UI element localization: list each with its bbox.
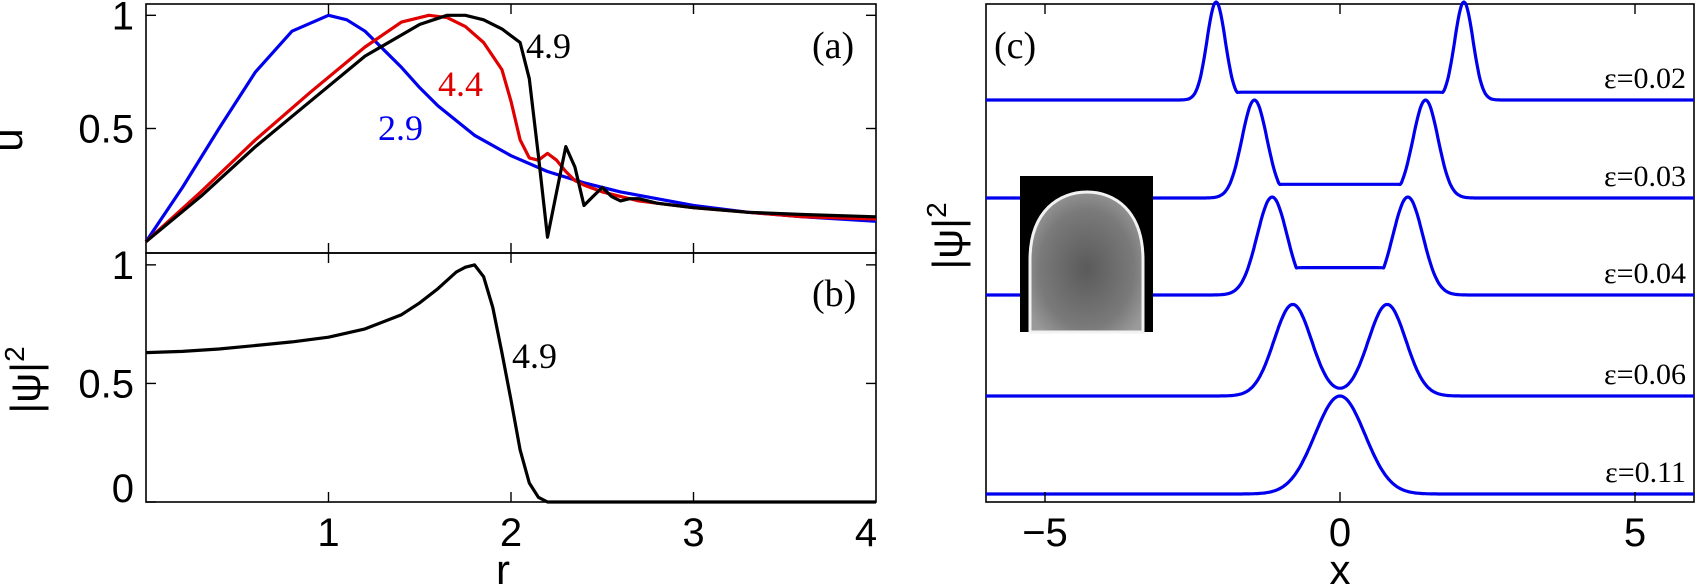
panel-b-xtick-label: 2	[500, 511, 522, 555]
panel-c-series-5	[985, 394, 1695, 496]
panel-c-xtick-label: 0	[1329, 511, 1351, 555]
panel-c-label: (c)	[994, 25, 1036, 67]
panel-a-y-ticks: 0.51	[78, 0, 876, 253]
panel-c-epsilon-label: ε=0.03	[1604, 160, 1686, 193]
panel-c-xtick-label: −5	[1022, 511, 1068, 555]
panel-b-ytick-label: 0.5	[78, 362, 134, 406]
panel-c: −5 0 5 ε=0.02 ε=0.03 ε=0.04 ε=0.06 ε=0.11 |ψ|2…	[921, 0, 1695, 587]
panel-a: 0.51 u (a) 2.9 4.4 4.9	[0, 0, 877, 254]
panel-c-ticks: −5 0 5	[1022, 4, 1646, 555]
panel-a-label: (a)	[812, 25, 854, 67]
panel-a-ytick-label: 0.5	[78, 108, 134, 152]
panel-b-frame	[145, 252, 877, 503]
panel-b-curves	[145, 263, 876, 504]
panel-c-xtick-label: 5	[1624, 511, 1646, 555]
panel-a-series-4-4	[144, 13, 877, 243]
panel-c-epsilon-label: ε=0.02	[1604, 62, 1686, 95]
panel-c-series-4	[985, 302, 1695, 398]
panel-b-xtick-label: 1	[317, 511, 339, 555]
inset-density-image	[1020, 176, 1153, 334]
panel-c-y-label-text: |ψ|	[924, 218, 971, 270]
panel-c-y-label: |ψ|2	[921, 202, 971, 269]
panel-c-x-label: x	[1330, 546, 1351, 587]
panel-b-xtick-label: 4	[855, 511, 877, 555]
panel-a-curves	[144, 13, 877, 243]
panel-c-epsilon-label: ε=0.04	[1604, 257, 1686, 290]
panel-b-ticks: 0 0.5 1 1 2 3 4	[78, 244, 877, 555]
label-2-9: 2.9	[378, 108, 423, 148]
panel-b-ytick-label: 1	[112, 244, 134, 288]
label-4-9-a: 4.9	[526, 26, 571, 66]
panel-c-epsilon-label: ε=0.11	[1605, 456, 1686, 489]
label-4-4: 4.4	[438, 64, 483, 104]
panel-b-y-label-sup: 2	[0, 346, 30, 362]
panel-c-y-label-sup: 2	[921, 202, 952, 218]
panel-a-ytick-label: 1	[112, 0, 134, 38]
panel-b-ytick-label: 0	[112, 467, 134, 511]
label-4-9-b: 4.9	[512, 336, 557, 376]
panel-a-series-4-9	[144, 13, 877, 243]
panel-b-y-label: |ψ|2	[0, 346, 49, 413]
panel-c-epsilon-label: ε=0.06	[1604, 358, 1686, 391]
panel-a-frame	[145, 3, 877, 254]
panel-b-x-label: r	[496, 546, 510, 587]
panel-b-series-4-9	[145, 263, 876, 504]
panel-a-y-label: u	[0, 128, 31, 151]
panel-c-epsilon-labels: ε=0.02 ε=0.03 ε=0.04 ε=0.06 ε=0.11	[1604, 62, 1686, 489]
panel-c-series-1	[985, 0, 1695, 102]
panel-b-label: (b)	[812, 273, 856, 315]
panel-a-series-2-9	[144, 13, 877, 243]
panel-b-y-label-text: |ψ|	[2, 362, 49, 414]
panel-b: 00.511 2 3 4 |ψ|2 r (b) 4.9	[0, 244, 877, 587]
panel-b-xtick-label: 3	[682, 511, 704, 555]
